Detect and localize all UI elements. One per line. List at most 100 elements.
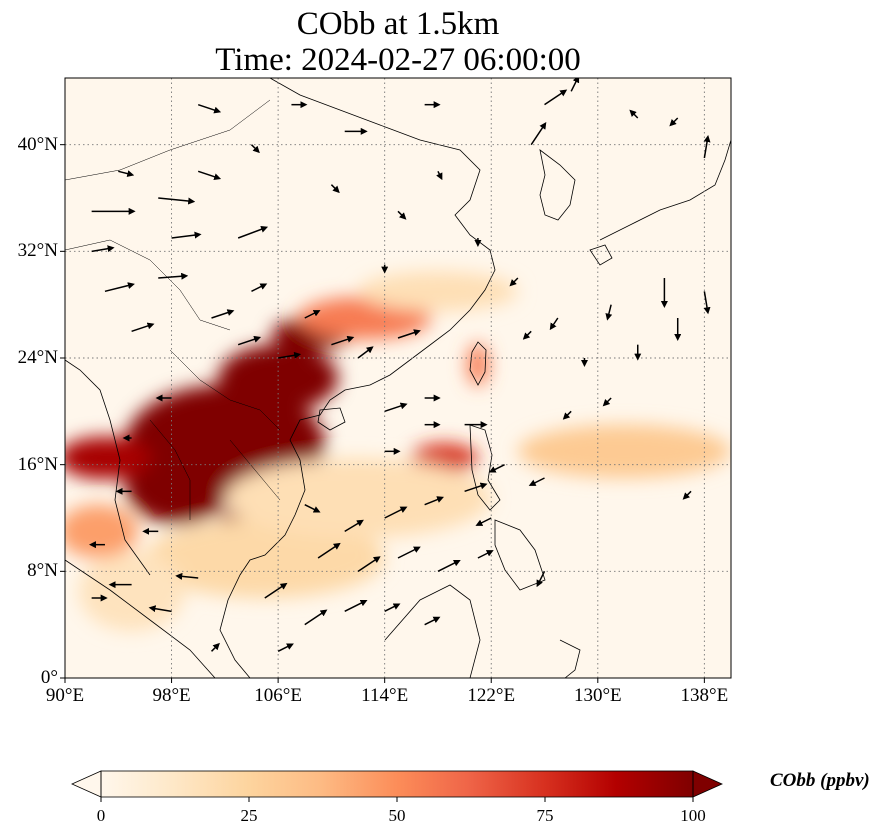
wind-arrow: [131, 322, 155, 333]
wind-arrow: [397, 546, 421, 559]
colorbar-tick-label: 25: [240, 806, 258, 825]
wind-arrow: [357, 346, 374, 359]
wind-arrow: [210, 642, 220, 652]
wind-arrow: [211, 309, 235, 319]
wind-arrow: [703, 291, 711, 315]
wind-arrow: [91, 245, 115, 253]
wind-arrow: [331, 335, 355, 346]
border-china-north: [65, 99, 271, 331]
wind-arrow: [602, 397, 612, 407]
longitude-tick-label: 98°E: [152, 685, 191, 706]
colorbar-title: CObb (ppbv): [770, 770, 870, 791]
concentration-blob: [65, 436, 152, 480]
latitude-tick-label: 16°N: [17, 453, 58, 475]
wind-vectors: [88, 78, 711, 653]
chart-title-line-1: CObb at 1.5km: [296, 6, 500, 42]
longitude-tick-label: 130°E: [573, 685, 622, 706]
concentration-blob: [358, 271, 518, 312]
wind-arrow: [344, 519, 364, 532]
wind-arrow: [570, 78, 580, 92]
wind-arrow: [277, 351, 302, 359]
coastline-luzon: [469, 424, 501, 511]
concentration-blob: [144, 518, 385, 598]
coastline-philippines-south: [494, 519, 546, 591]
wind-arrow: [682, 490, 692, 500]
coastline-sulawesi: [559, 639, 581, 678]
colorbar-tick-label: 50: [388, 806, 406, 825]
coastline-bay-of-bengal: [65, 359, 151, 576]
wind-arrow: [384, 402, 408, 413]
wind-arrow: [536, 570, 546, 588]
wind-arrow: [264, 582, 288, 599]
wind-arrow: [436, 170, 443, 181]
colorbar-gradient: [101, 771, 693, 797]
coastline-kyushu: [589, 244, 613, 266]
latitude-tick-label: 24°N: [17, 347, 58, 368]
wind-arrow: [197, 170, 222, 181]
latitude-tick-label: 8°N: [27, 560, 58, 582]
wind-arrow: [330, 184, 340, 194]
concentration-blob: [65, 504, 139, 558]
wind-arrow: [384, 506, 408, 519]
wind-arrow: [237, 225, 269, 239]
coastline-japan: [599, 139, 731, 241]
wind-arrow: [237, 335, 262, 346]
gridlines: [65, 78, 731, 678]
longitude-tick-label: 114°E: [361, 685, 409, 706]
wind-arrow: [304, 310, 321, 319]
wind-arrow: [397, 329, 421, 339]
colorbar-tick-label: 100: [680, 806, 706, 825]
wind-arrow: [397, 210, 407, 220]
wind-arrow: [522, 330, 532, 340]
wind-arrow: [562, 410, 572, 420]
wind-arrow: [528, 477, 545, 486]
wind-arrow: [424, 616, 441, 626]
colorbar-extend-high: [692, 770, 723, 798]
coastline-taiwan: [469, 341, 487, 386]
wind-arrow: [464, 482, 488, 493]
latitude-tick-label: 32°N: [17, 240, 58, 262]
coastline-korea: [539, 149, 576, 221]
concentration-blob: [218, 344, 339, 412]
wind-arrow: [158, 272, 189, 280]
coastline-hainan: [317, 407, 346, 431]
coastlines: [65, 78, 731, 678]
wind-arrow: [475, 517, 492, 526]
colorbar: [71, 770, 723, 802]
map-frame: [64, 77, 732, 679]
longitude-tick-label: 138°E: [680, 685, 729, 706]
wind-arrow: [304, 609, 328, 626]
concentration-blob: [517, 424, 731, 479]
wind-arrow: [549, 317, 559, 331]
longitude-tick-label: 122°E: [467, 685, 516, 706]
longitude-tick-label: 106°E: [254, 685, 302, 706]
coastline-mainland: [219, 78, 496, 678]
wind-arrow: [384, 603, 401, 613]
wind-arrow: [171, 231, 202, 239]
coastline-borneo: [384, 584, 481, 678]
wind-arrow: [250, 144, 260, 154]
wind-arrow: [357, 556, 381, 572]
wind-arrow: [530, 122, 547, 146]
wind-arrow: [344, 599, 368, 613]
wind-arrow: [437, 559, 461, 573]
colorbar-tick-label: 0: [96, 806, 106, 825]
colorbar-ticks: [100, 797, 694, 802]
colorbar-extend-low: [71, 770, 102, 798]
wind-arrow: [277, 643, 294, 653]
wind-arrow: [197, 103, 222, 114]
wind-arrow: [703, 135, 711, 159]
wind-arrow: [424, 496, 444, 506]
latitude-tick-label: 0°: [40, 667, 58, 688]
coastline-sumatra: [65, 559, 216, 678]
wind-arrow: [669, 117, 679, 127]
wind-arrow: [509, 277, 519, 287]
colorbar-tick-label: 75: [536, 806, 554, 825]
concentration-blob: [224, 458, 492, 538]
longitude-tick-label: 90°E: [45, 685, 85, 706]
latitude-tick-label: 40°N: [17, 133, 58, 155]
wind-arrow: [304, 503, 321, 513]
wind-arrow: [629, 109, 639, 119]
chart-title-line-2: Time: 2024-02-27 06:00:00: [215, 42, 581, 78]
